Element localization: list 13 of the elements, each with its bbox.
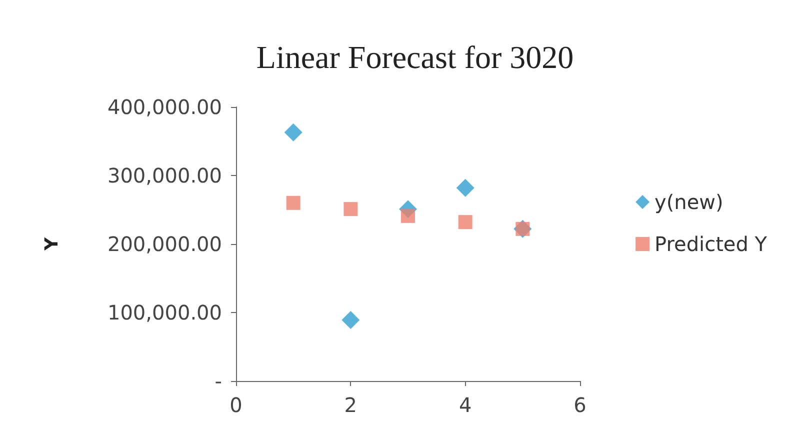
y-tick-label: 400,000.00 xyxy=(107,95,222,119)
x-tick-label: 4 xyxy=(458,393,472,417)
chart-title: Linear Forecast for 3020 xyxy=(256,39,574,75)
legend-label: Predicted Y xyxy=(654,232,768,256)
y-axis-title: Y xyxy=(42,236,62,252)
x-tick-label: 6 xyxy=(574,393,586,417)
y-tick-label: 100,000.00 xyxy=(107,300,222,324)
x-tick-label: 2 xyxy=(344,393,358,417)
y-tick-label: - xyxy=(214,369,222,393)
legend-label: y(new) xyxy=(654,190,724,214)
y-tick-label: 200,000.00 xyxy=(107,232,222,256)
y-tick-label: 300,000.00 xyxy=(107,164,222,188)
x-tick-label: 0 xyxy=(230,393,242,417)
